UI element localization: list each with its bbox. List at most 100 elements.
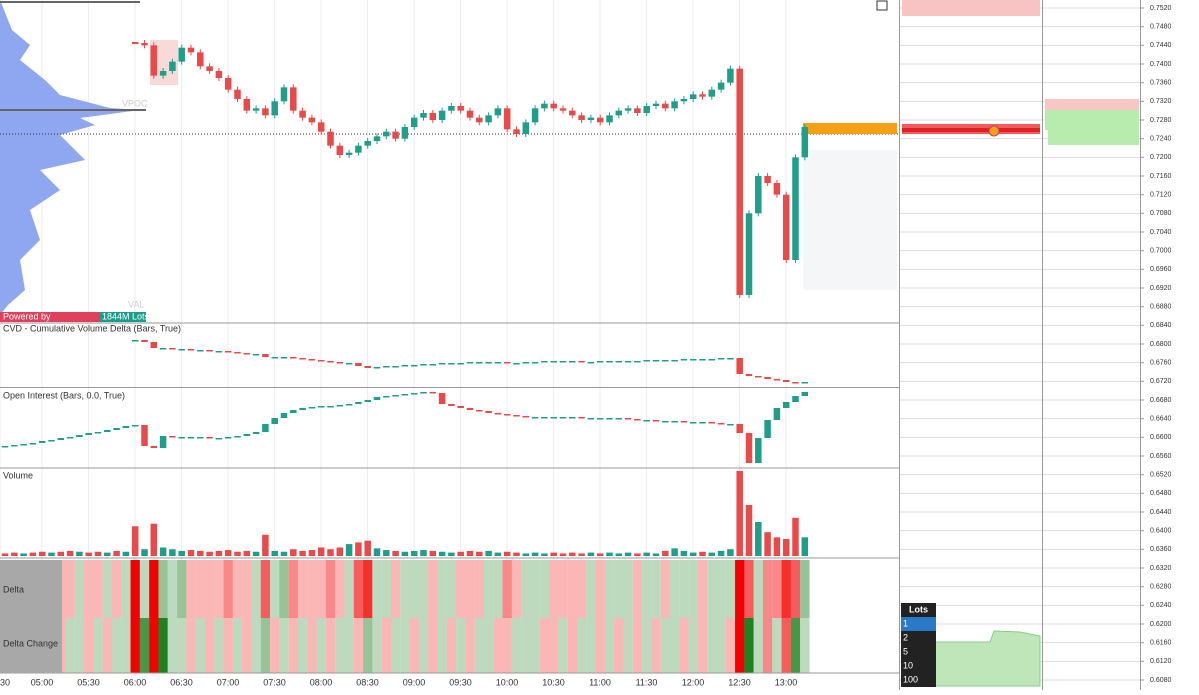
cvd-bar	[401, 365, 409, 367]
volume-bar	[569, 552, 576, 556]
cvd-bar	[197, 350, 204, 352]
time-label: 12:30	[728, 677, 751, 687]
delta_change-cell	[707, 618, 717, 673]
lot-option[interactable]: 5	[903, 646, 908, 656]
delta_change-cell	[539, 618, 550, 673]
cvd-bar	[410, 365, 418, 367]
volume-bar	[699, 551, 706, 556]
delta-cell	[418, 560, 429, 618]
lot-option[interactable]: 1	[903, 618, 908, 628]
delta-cell	[400, 560, 410, 618]
oi-bar	[197, 437, 204, 439]
delta-cell	[604, 560, 615, 618]
lot-option[interactable]: 10	[903, 660, 913, 670]
time-label: 07:00	[217, 677, 240, 687]
delta-cell	[642, 560, 652, 618]
candle	[299, 110, 306, 118]
candle	[410, 117, 418, 127]
delta-cell	[186, 560, 196, 618]
lot-option[interactable]: 100	[903, 674, 918, 684]
volume-bar	[736, 471, 743, 556]
volume-bar	[624, 552, 632, 556]
price-label: 0.7040	[1150, 229, 1172, 236]
cvd-bar	[383, 366, 390, 368]
volume-bar	[513, 552, 520, 556]
lot-option[interactable]: 2	[903, 632, 908, 642]
candle	[429, 113, 437, 120]
price-label: 0.6960	[1150, 266, 1172, 273]
volume-bar	[662, 550, 669, 556]
delta-cell	[270, 560, 280, 618]
candle	[708, 89, 716, 97]
oi-bar	[792, 396, 799, 402]
time-label: 11:00	[589, 677, 611, 687]
oi-bar	[317, 406, 325, 408]
volume-bar	[606, 552, 613, 556]
price-label: 0.6880	[1150, 304, 1172, 311]
delta_change-cell	[521, 618, 531, 673]
delta-cell	[651, 560, 661, 618]
candle	[494, 108, 502, 116]
delta-cell	[679, 560, 689, 618]
oi-bar	[513, 415, 520, 417]
oi-bar	[494, 413, 502, 415]
cvd-bar	[271, 357, 278, 359]
delta-cell	[204, 560, 215, 618]
volume-bar	[1, 553, 9, 556]
oi-title: Open Interest (Bars, 0.0, True)	[3, 390, 125, 400]
volume-bar	[85, 552, 92, 556]
oi-bar	[290, 410, 297, 413]
time-label: 07:30	[263, 677, 286, 687]
time-label: 08:30	[356, 677, 379, 687]
oi-bar	[708, 422, 716, 424]
candle	[150, 45, 158, 76]
candle	[541, 103, 548, 109]
time-label: 30	[0, 677, 10, 687]
delta_change-cell	[586, 618, 596, 673]
oi-bar	[252, 432, 260, 434]
oi-bar	[1, 446, 9, 448]
oi-bar	[364, 400, 371, 402]
price-label: 0.6840	[1150, 322, 1172, 329]
delta_change-cell	[474, 618, 485, 673]
oi-bar	[29, 443, 37, 445]
delta_change-cell	[567, 618, 578, 673]
delta_change-cell	[744, 618, 754, 673]
volume-bar	[364, 540, 371, 556]
delta_change-cell	[781, 618, 791, 673]
oi-bar	[522, 416, 530, 418]
volume-bar	[745, 505, 753, 556]
cvd-bar	[131, 340, 139, 342]
price-label: 0.7520	[1150, 5, 1172, 12]
volume-bar	[243, 550, 251, 556]
delta_change-cell	[158, 618, 168, 673]
candle	[513, 129, 520, 134]
delta_change-cell	[121, 618, 131, 673]
cvd-bar	[531, 362, 539, 364]
time-label: 13:00	[775, 677, 798, 687]
oi-bar	[11, 445, 18, 447]
candle	[587, 117, 595, 120]
volume-bar	[48, 552, 55, 556]
candle	[764, 176, 771, 183]
candle	[624, 108, 632, 111]
oi-bar	[699, 422, 706, 424]
candle	[131, 42, 139, 44]
delta_change-cell	[65, 618, 75, 673]
delta-cell	[242, 560, 252, 618]
volume-bar	[113, 550, 120, 556]
price-label: 0.6240	[1150, 602, 1172, 609]
candle	[727, 68, 734, 83]
delta-cell	[381, 560, 392, 618]
time-label: 05:00	[31, 677, 54, 687]
cvd-bar	[773, 379, 781, 381]
price-label: 0.7200	[1150, 154, 1172, 161]
candle	[234, 89, 241, 99]
candle	[457, 106, 464, 111]
cvd-bar	[727, 358, 734, 360]
oi-bar	[438, 393, 446, 404]
toggle-button[interactable]	[876, 0, 888, 11]
lots-badge	[100, 312, 146, 322]
delta-cell	[753, 560, 764, 618]
cvd-bar	[689, 359, 697, 361]
